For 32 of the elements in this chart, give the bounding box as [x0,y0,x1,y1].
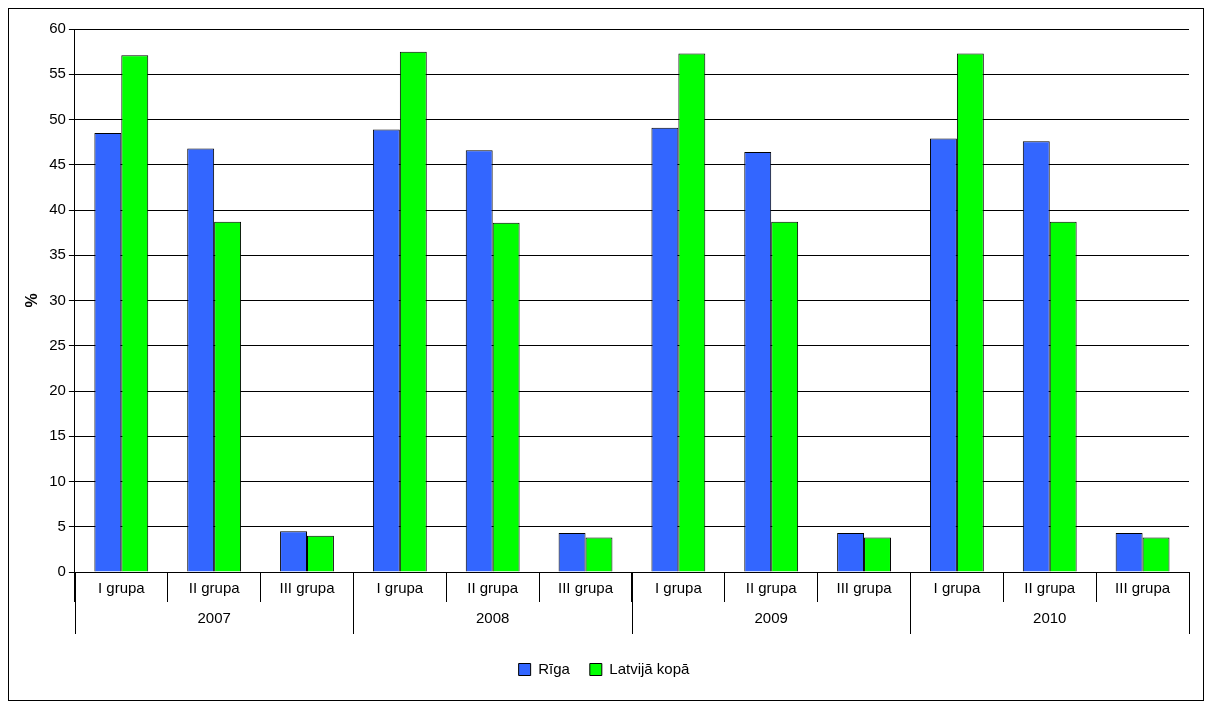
x-tick-label: II grupa [467,579,519,597]
text: 2007 [197,609,231,627]
x-tick-label: III grupa [279,579,336,597]
x-tick-label: II grupa [1024,579,1076,597]
x-tick-label: II grupa [188,579,241,597]
y-tick-label: 25 [49,335,66,353]
text: 2008 [475,609,510,627]
y-axis-title: % [23,293,41,308]
x-tick-label: I grupa [376,579,424,597]
x-tick-label: I grupa [97,579,146,597]
x-tick-label: III grupa [1115,579,1171,597]
y-tick-label: 20 [49,381,66,399]
y-tick-label: 35 [49,245,66,263]
y-tick-label: 55 [49,64,66,82]
x-tick-label: III grupa [558,579,614,597]
text: 2009 [754,609,788,627]
y-tick-label: 10 [49,471,66,489]
y-tick-label: 45 [49,154,66,172]
y-tick-label: 0 [57,562,66,580]
legend-label: Latvijā kopā [609,659,691,677]
legend-label: Rīga [538,659,571,677]
x-tick-label: I grupa [655,579,703,597]
y-tick-label: 5 [57,516,66,534]
y-tick-label: 30 [49,290,66,308]
y-tick-label: 40 [49,200,66,218]
x-tick-label: II grupa [745,579,798,597]
x-tick-label: III grupa [836,579,893,597]
y-tick-label: 50 [49,109,66,127]
text: 2010 [1033,609,1067,627]
x-tick-label: I grupa [933,579,981,597]
y-tick-label: 60 [49,19,66,37]
y-tick-label: 15 [49,426,66,444]
